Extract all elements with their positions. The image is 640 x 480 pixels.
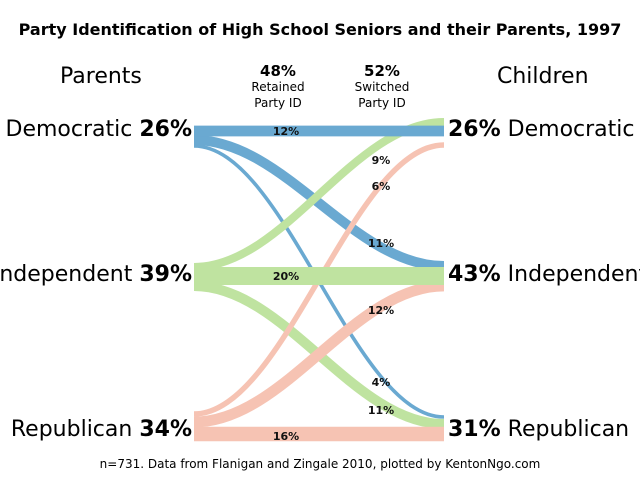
flow-label-republican-to-independent: 12% (368, 304, 394, 317)
switched-pct: 52% (364, 62, 400, 80)
parent-node-democratic: Democratic 26% (6, 117, 193, 142)
child-node-democratic-name: Democratic (507, 117, 635, 142)
parent-node-democratic-name: Democratic (5, 117, 133, 142)
child-node-republican-pct: 31% (448, 417, 501, 442)
flow-label-democratic-to-democratic: 12% (273, 125, 299, 138)
switched-summary: 52% Switched Party ID (342, 63, 422, 111)
child-node-democratic-pct: 26% (448, 117, 501, 142)
flow-democratic-to-independent (193, 135, 445, 271)
flow-label-republican-to-republican: 16% (273, 430, 299, 443)
flow-label-democratic-to-republican: 4% (372, 376, 391, 389)
switched-line2: Party ID (358, 96, 406, 110)
retained-pct: 48% (260, 62, 296, 80)
child-node-republican: 31% Republican (448, 417, 629, 442)
flow-label-independent-to-democratic: 9% (372, 154, 391, 167)
flow-label-independent-to-republican: 11% (368, 404, 394, 417)
parents-heading: Parents (60, 64, 142, 89)
retained-summary: 48% Retained Party ID (238, 63, 318, 111)
children-heading: Children (497, 64, 589, 89)
parent-node-republican: Republican 34% (11, 417, 192, 442)
parent-node-republican-name: Republican (10, 417, 133, 442)
switched-line1: Switched (354, 80, 410, 94)
retained-line2: Party ID (254, 96, 302, 110)
parent-node-republican-pct: 34% (139, 417, 192, 442)
retained-line1: Retained (251, 80, 305, 94)
child-node-independent-pct: 43% (448, 262, 501, 287)
parent-node-independent-name: Independent (0, 262, 133, 287)
child-node-republican-name: Republican (507, 417, 630, 442)
parent-node-independent: Independent 39% (0, 262, 192, 287)
flow-label-democratic-to-independent: 11% (368, 237, 394, 250)
parent-node-democratic-pct: 26% (139, 117, 192, 142)
child-node-democratic: 26% Democratic (448, 117, 635, 142)
parent-node-independent-pct: 39% (139, 262, 192, 287)
flow-republican-to-independent (193, 280, 445, 428)
chart-title: Party Identification of High School Seni… (18, 20, 622, 39)
flow-label-independent-to-independent: 20% (273, 270, 299, 283)
footer-note: n=731. Data from Flanigan and Zingale 20… (99, 457, 541, 471)
child-node-independent-name: Independent (507, 262, 640, 287)
child-node-independent: 43% Independent (448, 262, 640, 287)
flow-label-republican-to-democratic: 6% (372, 180, 391, 193)
